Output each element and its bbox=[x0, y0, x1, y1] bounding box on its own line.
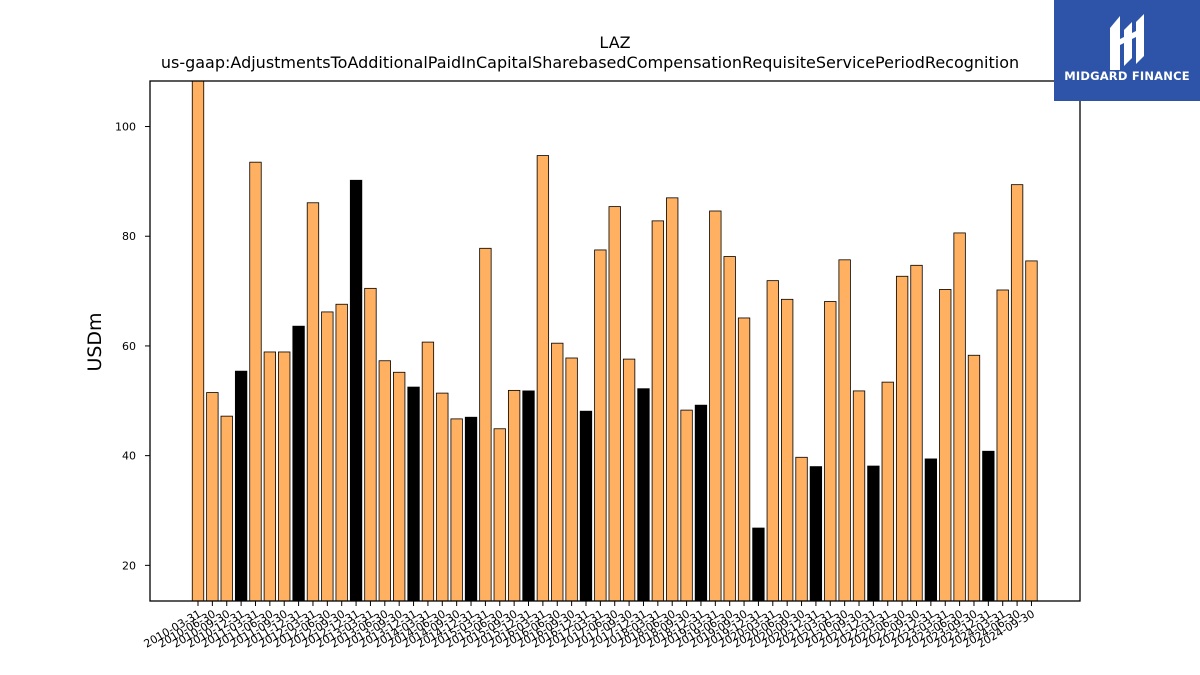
bar-2010-09-30 bbox=[220, 415, 233, 602]
bar-2016-12-31 bbox=[579, 410, 593, 602]
bar-2021-12-31 bbox=[867, 465, 880, 602]
bar-2017-06-30 bbox=[608, 206, 621, 602]
bar-2018-06-30 bbox=[666, 197, 679, 602]
bar-2024-03-31 bbox=[996, 289, 1009, 602]
chart-title: LAZ bbox=[599, 33, 630, 52]
bar-2013-09-30 bbox=[393, 371, 406, 602]
bar-2016-03-31 bbox=[536, 155, 550, 602]
bar-2020-12-31 bbox=[809, 466, 823, 602]
bar-2024-09-30 bbox=[1025, 260, 1038, 602]
bar-2022-09-30 bbox=[910, 264, 923, 602]
bars-layer bbox=[191, 80, 1038, 602]
midgard-logo-icon bbox=[1110, 14, 1144, 70]
bar-2019-12-31 bbox=[752, 527, 765, 602]
bar-2018-12-31 bbox=[694, 404, 708, 602]
bar-2013-06-30 bbox=[378, 360, 391, 602]
bar-2023-03-31 bbox=[939, 289, 952, 602]
bar-2020-03-31 bbox=[766, 280, 779, 602]
bar-2023-09-30 bbox=[967, 354, 981, 602]
y-axis-label: USDm bbox=[84, 312, 106, 371]
bar-2014-09-30 bbox=[450, 418, 463, 602]
bar-2014-12-31 bbox=[464, 416, 478, 602]
bar-2012-03-31 bbox=[306, 202, 320, 602]
bar-2011-09-30 bbox=[278, 351, 291, 602]
bar-2021-03-31 bbox=[824, 301, 837, 602]
bar-2015-06-30 bbox=[493, 428, 506, 602]
bar-2013-03-31 bbox=[364, 287, 377, 602]
bar-2022-12-31 bbox=[924, 458, 938, 602]
bar-2023-06-30 bbox=[953, 232, 966, 602]
bar-2017-12-31 bbox=[637, 388, 650, 602]
brand-name: MIDGARD FINANCE bbox=[1064, 69, 1190, 83]
bar-2010-12-31 bbox=[234, 370, 248, 602]
bar-2022-06-30 bbox=[895, 275, 909, 602]
y-tick-label: 100 bbox=[115, 121, 136, 134]
bar-2014-03-31 bbox=[421, 341, 435, 602]
bar-2011-12-31 bbox=[292, 325, 305, 602]
chart-subtitle: us-gaap:AdjustmentsToAdditionalPaidInCap… bbox=[161, 53, 1019, 72]
bar-2015-09-30 bbox=[507, 389, 521, 602]
bar-2020-09-30 bbox=[795, 456, 808, 602]
plot-frame bbox=[149, 80, 1081, 602]
bar-2010-03-31 bbox=[191, 80, 205, 602]
bar-2012-09-30 bbox=[335, 303, 348, 602]
y-tick-label: 60 bbox=[122, 340, 136, 353]
bar-2018-03-31 bbox=[651, 220, 664, 602]
bar-2021-09-30 bbox=[852, 390, 866, 602]
bar-2016-06-30 bbox=[551, 342, 564, 602]
bar-2023-12-31 bbox=[982, 450, 995, 602]
bar-2024-06-30 bbox=[1010, 184, 1024, 602]
bar-2016-09-30 bbox=[565, 357, 578, 602]
bar-2021-06-30 bbox=[838, 259, 851, 602]
y-tick-label: 80 bbox=[122, 230, 136, 243]
bar-2018-09-30 bbox=[680, 409, 693, 602]
bar-2017-03-31 bbox=[594, 249, 607, 602]
bar-2015-12-31 bbox=[522, 390, 535, 602]
y-axis-ticks: 20 40 60 80 100 bbox=[115, 121, 150, 572]
bar-2012-12-31 bbox=[349, 179, 363, 602]
bar-2020-06-30 bbox=[781, 298, 794, 602]
bar-2014-06-30 bbox=[436, 392, 449, 602]
bar-2011-03-31 bbox=[249, 161, 262, 602]
bar-2012-06-30 bbox=[321, 311, 334, 602]
brand-logo: MIDGARD FINANCE bbox=[1054, 0, 1200, 101]
bar-2011-06-30 bbox=[263, 351, 277, 602]
bar-2017-09-30 bbox=[622, 358, 636, 602]
bar-2013-12-31 bbox=[407, 386, 420, 602]
bar-2019-09-30 bbox=[737, 317, 751, 602]
y-tick-label: 20 bbox=[122, 559, 136, 572]
bar-2019-06-30 bbox=[723, 256, 736, 602]
bar-2019-03-31 bbox=[709, 210, 722, 602]
x-axis-ticks: 2010-03-312010-06-302010-09-302010-12-31… bbox=[142, 601, 1037, 651]
bar-2015-03-31 bbox=[479, 247, 492, 602]
bar-2010-06-30 bbox=[206, 392, 219, 602]
y-tick-label: 40 bbox=[122, 450, 136, 463]
bar-2022-03-31 bbox=[881, 381, 894, 602]
